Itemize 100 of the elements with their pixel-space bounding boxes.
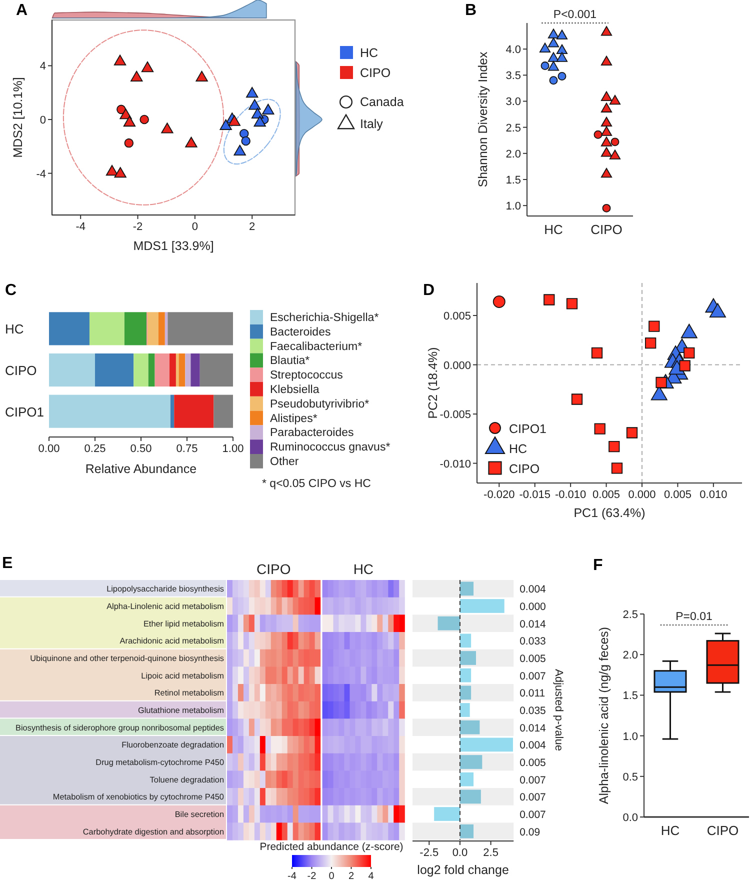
y-tick-label: 1.5: [506, 174, 521, 186]
y-tick-label: Lipopolysaccharide biosynthesis: [106, 584, 224, 594]
point: [161, 122, 174, 134]
point: [246, 87, 258, 98]
legend-label: Faecalibacterium*: [270, 340, 363, 353]
y-tick-label: 0.000: [443, 360, 471, 372]
legend-label: Alistipes*: [270, 412, 318, 425]
bar: [190, 353, 200, 387]
bar: [460, 720, 480, 734]
x-tick-label: 0.75: [176, 443, 198, 455]
y-tick-label: HC: [5, 322, 24, 337]
bar: [460, 582, 474, 596]
point: [251, 108, 264, 119]
bar: [124, 312, 147, 346]
x-tick-label: -0.010: [554, 489, 586, 501]
y-tick-label: Arachidonic acid metabolism: [120, 636, 224, 646]
legend-label: Other: [270, 456, 299, 468]
y-tick-label: -0.010: [440, 458, 471, 470]
y2-tick-label: 0.011: [520, 688, 546, 700]
y2-tick-label: 0.005: [520, 653, 546, 665]
legend-label: Blautia*: [270, 355, 310, 368]
y-axis-title: PC2 (18.4%): [426, 347, 440, 419]
x-tick-label: HC: [544, 222, 563, 237]
bar: [460, 772, 474, 786]
y2-tick-label: 0.005: [520, 757, 546, 769]
y2-tick-label: 0.033: [520, 636, 546, 648]
chart-title: B: [465, 2, 477, 19]
point: [140, 114, 149, 124]
y-axis-title: Shannon Diversity Index: [476, 51, 490, 188]
y-axis-title: MDS2 [10.1%]: [11, 77, 25, 158]
y-tick-label: 3.5: [506, 70, 521, 82]
x-tick-label: 0.010: [700, 489, 728, 501]
point: [185, 136, 198, 148]
bar: [164, 312, 168, 346]
bar: [460, 634, 472, 648]
y-tick-label: 2.0: [506, 148, 521, 160]
y2-tick-label: 0.007: [520, 670, 546, 682]
bar: [460, 703, 470, 717]
bar: [170, 394, 174, 428]
y2-tick-label: 0.000: [520, 601, 546, 613]
bar: [95, 353, 134, 387]
y-tick-label: Biosynthesis of siderophore group nonribosomal peptides: [16, 723, 224, 732]
x-tick-label: 1.00: [222, 443, 244, 455]
x-axis-title: MDS1 [33.9%]: [133, 239, 214, 253]
bar: [148, 353, 155, 387]
text: * q<0.05 CIPO vs HC: [262, 478, 371, 490]
bar: [168, 312, 233, 346]
y2-tick-label: 0.014: [520, 722, 546, 734]
y2-axis-title: Adjusted p-value: [552, 669, 565, 751]
y-tick-label: 2.5: [622, 609, 638, 621]
annotation: P=0.01: [676, 611, 712, 623]
x-axis-title: PC1 (63.4%): [574, 506, 646, 520]
legend-label: Streptococcus: [270, 370, 344, 382]
x-tick-label: 0.50: [130, 443, 152, 455]
y-tick-label: 0.5: [622, 771, 638, 784]
y2-tick-label: 0.007: [520, 809, 546, 821]
text: P<0.001: [553, 9, 597, 21]
x-tick-label: CIPO: [590, 222, 622, 237]
y-tick-label: 2.0: [622, 650, 638, 662]
point: [141, 61, 154, 72]
bar: [158, 312, 165, 346]
text: E: [2, 555, 13, 572]
y-tick-label: 4: [40, 60, 46, 73]
point: [114, 54, 126, 66]
y-tick-label: Ether lipid metabolism: [143, 619, 224, 628]
y-tick-label: Metabolism of xenobiotics by cytochrome P450: [52, 792, 224, 802]
y-tick-label: 3.0: [506, 96, 521, 108]
chart-title: C: [5, 282, 17, 299]
bar: [49, 353, 95, 387]
y-tick-label: 2.5: [506, 122, 521, 134]
y-tick-label: 1.0: [506, 200, 521, 213]
y-tick-label: Drug metabolism-cytochrome P450: [96, 758, 224, 767]
bar: [460, 686, 472, 700]
x-axis-title: Relative Abundance: [85, 462, 197, 476]
point: [228, 115, 240, 126]
x-tick-label: 0.25: [84, 443, 106, 455]
x-tick-label: 2.5: [483, 847, 498, 859]
y2-tick-label: 0.007: [520, 792, 546, 804]
x-tick-label: -2.5: [420, 847, 439, 859]
x-tick-label: 2: [249, 221, 256, 233]
y2-tick-label: 0.004: [520, 740, 546, 752]
y-tick-label: Fluorobenzoate degradation: [122, 740, 224, 750]
chart-title: D: [423, 282, 435, 299]
legend-label: CIPO: [360, 66, 391, 80]
x-tick-label: -0.020: [484, 489, 515, 501]
x-tick-label: 0.00: [38, 443, 60, 455]
color-bar-label: 4: [368, 871, 374, 882]
bar: [176, 353, 179, 387]
legend-label: Ruminococcus gnavus*: [270, 442, 391, 454]
bar: [174, 394, 214, 428]
text: Canada: [360, 95, 404, 109]
y2-tick-label: 0.014: [520, 618, 546, 630]
color-bar-label: 2: [348, 871, 354, 882]
y-tick-label: 1.0: [622, 730, 638, 743]
point: [123, 116, 136, 127]
point: [254, 116, 266, 127]
y-tick-label: Toluene degradation: [150, 775, 224, 784]
x-tick-label: -4: [76, 221, 86, 233]
x-tick-label: 0.005: [664, 489, 692, 501]
point: [234, 144, 246, 156]
